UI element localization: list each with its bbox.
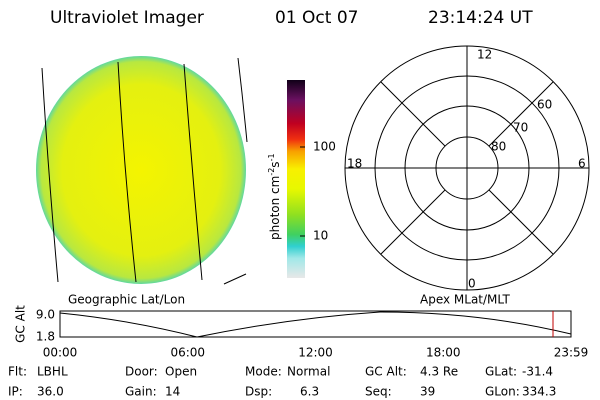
status-label: Dsp: [245, 385, 272, 399]
time: 23:14:24 UT [428, 8, 533, 28]
mlt-label: 6 [578, 157, 586, 171]
mlat-label: 80 [491, 140, 506, 154]
unit: photon cm [268, 176, 282, 240]
status-value: 334.3 [522, 385, 556, 399]
altitude-xtick: 00:00 [43, 346, 78, 360]
status-value: 39 [420, 385, 435, 399]
mlt-label: 12 [477, 48, 492, 62]
altitude-ylabel: GC Alt [14, 305, 28, 343]
colorbar-label: photon cm-2s-1 [267, 153, 282, 240]
status-value: 4.3 Re [420, 365, 458, 379]
altitude-ytick: 1.8 [36, 330, 55, 344]
status-label: Gain: [125, 385, 157, 399]
instrument: Ultraviolet Imager [50, 8, 204, 28]
colorbar-tick: 100 [313, 140, 336, 154]
status-label: IP: [8, 385, 23, 399]
status-value: -31.4 [522, 365, 553, 379]
altitude-plot [59, 310, 572, 338]
status-value: LBHL [37, 365, 68, 379]
mlt-label: 0 [468, 277, 476, 291]
date: 01 Oct 07 [275, 8, 358, 28]
altitude-ytick: 9.0 [36, 308, 55, 322]
colorbar-tick: 10 [313, 229, 328, 243]
status-label: Door: [125, 365, 158, 379]
status-value: 6.3 [300, 385, 319, 399]
status-label: GLon: [485, 385, 520, 399]
polar-grid [344, 45, 590, 291]
status-value: 36.0 [37, 385, 64, 399]
mlat-label: 60 [537, 98, 552, 112]
status-value: 14 [165, 385, 180, 399]
altitude-xtick: 06:00 [170, 346, 205, 360]
mlt-label: 18 [347, 157, 362, 171]
status-value: Normal [287, 365, 330, 379]
status-label: Seq: [365, 385, 392, 399]
unit: s [268, 161, 282, 167]
status-label: GLat: [485, 365, 517, 379]
exponent: -1 [267, 153, 276, 161]
altitude-xtick: 12:00 [298, 346, 333, 360]
altitude-xtick: 18:00 [426, 346, 461, 360]
uv-image [36, 56, 248, 285]
status-label: GC Alt: [365, 365, 407, 379]
panel-label: Geographic Lat/Lon [68, 293, 185, 307]
panel-label: Apex MLat/MLT [420, 293, 510, 307]
exponent: -2 [267, 168, 276, 176]
status-label: Mode: [245, 365, 282, 379]
mlat-label: 70 [513, 121, 528, 135]
altitude-xtick: 23:59 [554, 346, 589, 360]
status-label: Flt: [8, 365, 27, 379]
status-value: Open [165, 365, 197, 379]
colorbar [287, 80, 305, 278]
